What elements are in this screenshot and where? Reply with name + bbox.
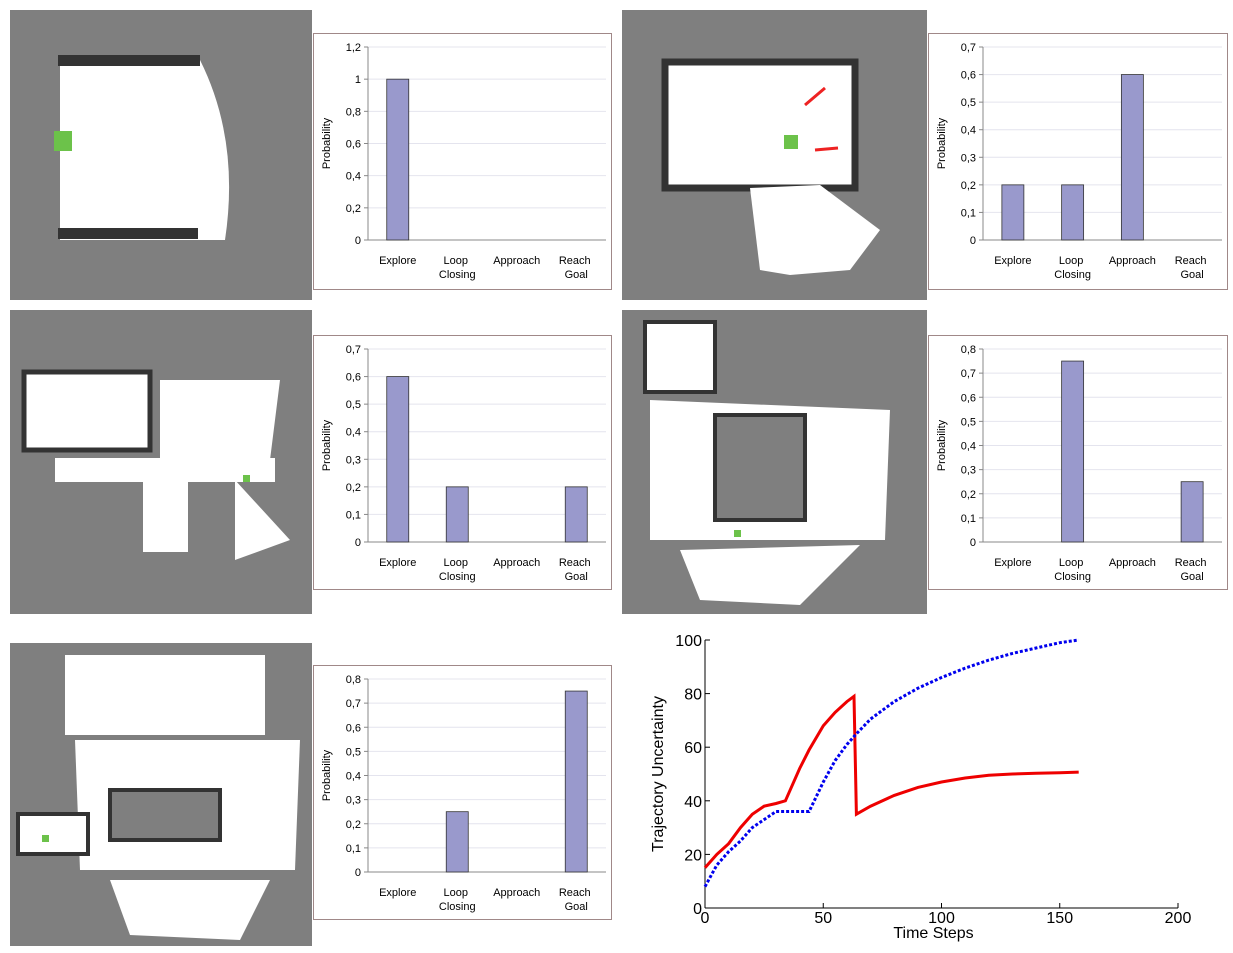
y-tick-label: 0,4 xyxy=(346,427,361,439)
x-tick-label: Approach xyxy=(493,255,540,267)
x-tick-label: 0 xyxy=(701,910,710,927)
y-tick-label: 60 xyxy=(684,740,702,757)
x-tick-label: Explore xyxy=(379,557,416,569)
y-tick-label: 1 xyxy=(355,74,361,86)
y-tick-label: 0,7 xyxy=(961,368,976,380)
y-tick-label: 0,5 xyxy=(346,399,361,411)
bar xyxy=(387,377,409,542)
y-tick-label: 0,6 xyxy=(346,722,361,734)
y-tick-label: 0,6 xyxy=(961,392,976,404)
y-tick-label: 0 xyxy=(355,235,361,247)
chart-frame xyxy=(314,34,612,290)
y-tick-label: 0,8 xyxy=(961,344,976,356)
map-5 xyxy=(10,643,312,946)
bar xyxy=(387,79,409,240)
y-tick-label: 0,5 xyxy=(346,746,361,758)
x-tick-label: Explore xyxy=(379,887,416,899)
x-tick-label: 200 xyxy=(1165,910,1192,927)
y-tick-label: 0,4 xyxy=(346,171,361,183)
y-tick-label: 0,4 xyxy=(961,441,976,453)
y-tick-label: 0,1 xyxy=(346,843,361,855)
bar-chart: 0 0,1 0,2 0,3 0,4 0,5 0,6 0,7 Probability Explore… xyxy=(314,336,612,590)
y-tick-label: 0,6 xyxy=(346,139,361,151)
line xyxy=(705,696,1079,868)
y-tick-label: 0,7 xyxy=(961,42,976,54)
y-tick-label: 0,2 xyxy=(346,203,361,215)
bar xyxy=(1181,482,1203,542)
map-1 xyxy=(10,10,312,300)
y-tick-label: 0,3 xyxy=(346,795,361,807)
y-tick-label: 0,1 xyxy=(346,509,361,521)
y-tick-label: 0,5 xyxy=(961,416,976,428)
y-tick-label: 0,3 xyxy=(961,465,976,477)
x-tick-label: Explore xyxy=(994,255,1031,267)
bar-chart: 0 0,1 0,2 0,3 0,4 0,5 0,6 0,7 Probability Explore… xyxy=(929,34,1228,290)
y-tick-label: 0 xyxy=(970,235,976,247)
x-tick-label: Approach xyxy=(493,887,540,899)
y-tick-label: 0,4 xyxy=(346,771,361,783)
bar xyxy=(1062,361,1084,542)
bar xyxy=(1002,185,1024,240)
map-3 xyxy=(10,310,312,614)
y-tick-label: 0,3 xyxy=(961,152,976,164)
y-axis-label: Probability xyxy=(321,117,333,169)
x-tick-label: Explore xyxy=(994,557,1031,569)
y-tick-label: 0,8 xyxy=(346,106,361,118)
y-tick-label: 0 xyxy=(355,537,361,549)
y-tick-label: 0,3 xyxy=(346,454,361,466)
bar xyxy=(446,812,468,872)
y-tick-label: 0,1 xyxy=(961,207,976,219)
y-tick-label: 100 xyxy=(675,633,702,650)
bar xyxy=(1121,75,1143,240)
y-tick-label: 40 xyxy=(684,794,702,811)
bar-chart: 0 0,1 0,2 0,3 0,4 0,5 0,6 0,7 0,8 Probability Expl… xyxy=(314,666,612,920)
x-tick-label: Approach xyxy=(493,557,540,569)
y-axis-label: Probability xyxy=(936,419,948,471)
y-tick-label: 0,6 xyxy=(346,372,361,384)
y-tick-label: 80 xyxy=(684,687,702,704)
y-tick-label: 0,2 xyxy=(961,180,976,192)
y-tick-label: 0,8 xyxy=(346,674,361,686)
figure: 00,20,40,60,811,2ProbabilityExploreLoop … xyxy=(0,0,1233,948)
y-tick-label: 0,7 xyxy=(346,344,361,356)
map-4 xyxy=(622,310,927,614)
line xyxy=(705,640,1079,887)
y-tick-label: 0,1 xyxy=(961,513,976,525)
bar xyxy=(1062,185,1084,240)
y-tick-label: 0,6 xyxy=(961,70,976,82)
bar xyxy=(446,487,468,542)
y-tick-label: 0 xyxy=(355,867,361,879)
y-tick-label: 1,2 xyxy=(346,42,361,54)
y-axis-label: Trajectory Uncertainty xyxy=(650,696,667,852)
x-tick-label: Approach xyxy=(1109,255,1156,267)
y-tick-label: 0,2 xyxy=(346,482,361,494)
map-2 xyxy=(622,10,927,300)
x-tick-label: 150 xyxy=(1046,910,1073,927)
bar xyxy=(565,691,587,872)
x-tick-label: 50 xyxy=(814,910,832,927)
y-axis-label: Probability xyxy=(321,419,333,471)
y-tick-label: 0 xyxy=(970,537,976,549)
y-tick-label: 0,4 xyxy=(961,125,976,137)
y-tick-label: 0,2 xyxy=(961,489,976,501)
y-tick-label: 20 xyxy=(684,847,702,864)
y-axis-label: Probability xyxy=(936,117,948,169)
x-axis-label: Time Steps xyxy=(893,925,973,942)
bar xyxy=(565,487,587,542)
bar-chart: 0 0,1 0,2 0,3 0,4 0,5 0,6 0,7 0,8 Probability Expl… xyxy=(929,336,1228,590)
x-tick-label: Approach xyxy=(1109,557,1156,569)
y-tick-label: 0,7 xyxy=(346,698,361,710)
y-tick-label: 0,2 xyxy=(346,819,361,831)
x-tick-label: Explore xyxy=(379,255,416,267)
y-axis-label: Probability xyxy=(321,749,333,801)
y-tick-label: 0,5 xyxy=(961,97,976,109)
